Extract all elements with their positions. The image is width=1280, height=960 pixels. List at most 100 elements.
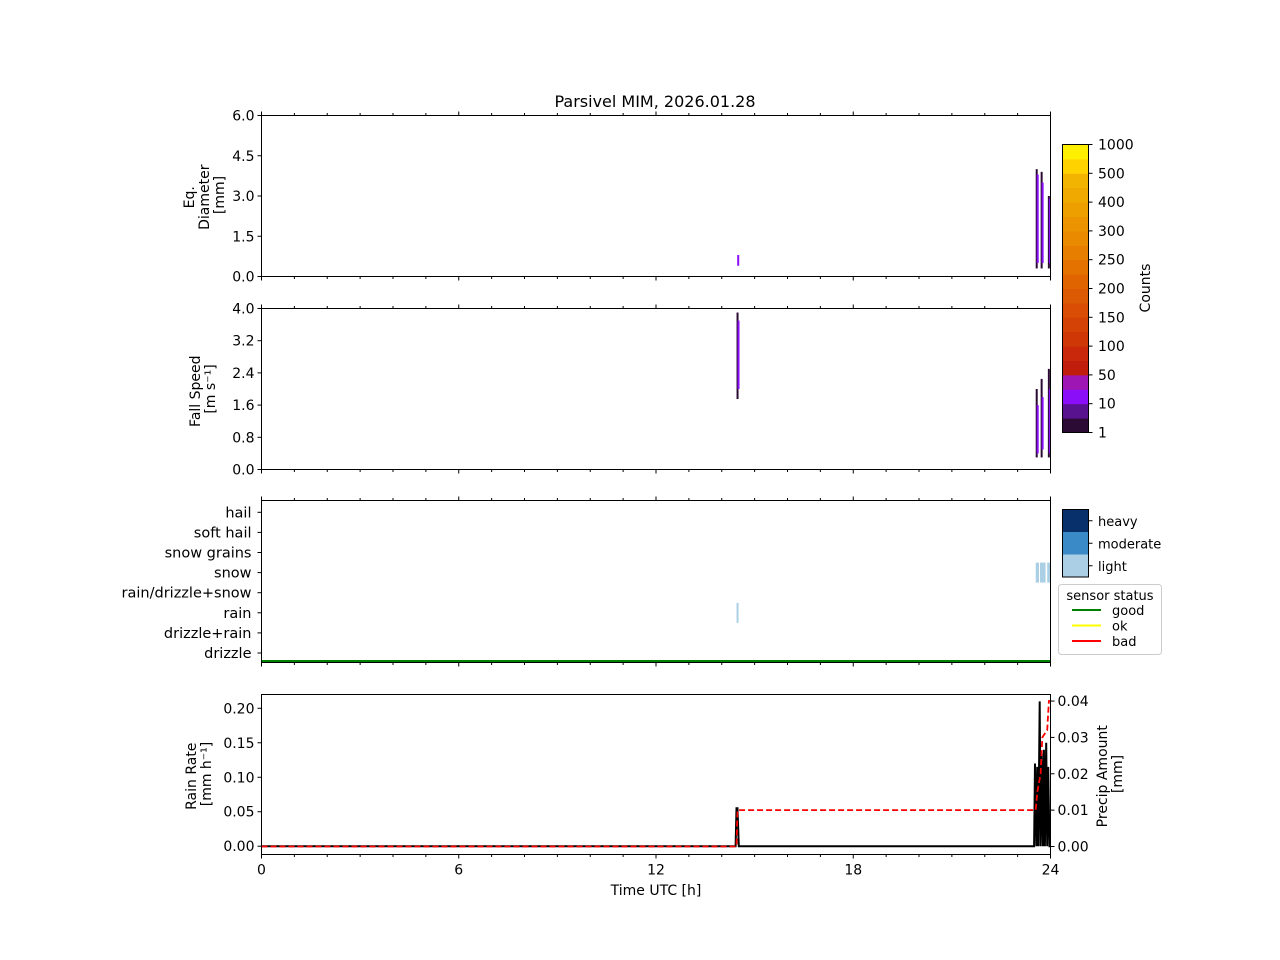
y-tick-label: 3.0 [232, 189, 254, 205]
diameter-ylabel-line2: Diameter [197, 164, 213, 230]
sensor-legend-label-bad: bad [1112, 635, 1136, 650]
colorbar-step [1062, 202, 1089, 217]
precip-amount-tick-label: 0.04 [1058, 694, 1089, 710]
rain-rate-line [261, 701, 1051, 848]
colorbar-step [1062, 389, 1089, 405]
rain-rate-tick-label: 0.15 [223, 736, 254, 752]
category-label-rain-drizzle-snow: rain/drizzle+snow [122, 586, 252, 602]
colorbar-step [1062, 173, 1089, 189]
colorbar-step [1062, 418, 1089, 433]
colorbar-step [1062, 274, 1089, 289]
colorbar-step [1062, 331, 1089, 347]
y-tick-label: 4.5 [232, 149, 254, 165]
y-tick-label: 2.4 [232, 366, 254, 382]
sensor-legend-label-good: good [1112, 604, 1144, 619]
fall-speed-frame [261, 308, 1051, 470]
colorbar-step [1062, 302, 1089, 318]
colorbar-tick-label: 400 [1098, 195, 1125, 211]
colorbar-step [1062, 187, 1089, 203]
intensity-label-light: light [1098, 560, 1127, 575]
heatmap-cell [1041, 397, 1044, 450]
colorbar-step [1062, 158, 1089, 174]
rain-frame [261, 694, 1051, 855]
diameter-ylabel-line3: [mm] [212, 176, 228, 214]
category-label-snow: snow [214, 566, 252, 582]
intensity-swatch-light [1062, 554, 1089, 577]
category-label-drizzle: drizzle [204, 646, 251, 662]
rain-rate-tick-label: 0.10 [223, 770, 254, 786]
colorbar-step [1062, 346, 1089, 361]
weather-event-snow [1035, 562, 1039, 583]
weather-event-snow [1039, 562, 1046, 583]
chart-title: Parsivel MIM, 2026.01.28 [554, 92, 755, 111]
y-tick-label: 1.6 [232, 398, 254, 414]
colorbar-tick-label: 1000 [1098, 138, 1134, 154]
heatmap-cell [737, 320, 740, 389]
colorbar-tick-label: 500 [1098, 166, 1125, 182]
weather-type-panel: drizzle drizzle+rain rain rain/drizzle+snow… [122, 496, 1051, 667]
intensity-legend-frame [1062, 509, 1089, 578]
colorbar-tick-label: 50 [1098, 368, 1116, 384]
intensity-label-moderate: moderate [1098, 537, 1161, 552]
fall-speed-ylabel-line2: [m s⁻¹] [203, 364, 219, 413]
precip-amount-tick-label: 0.02 [1058, 767, 1089, 783]
colorbar-step [1062, 259, 1089, 275]
rain-rate-tick-label: 0.00 [223, 839, 254, 855]
colorbar-step [1062, 374, 1089, 390]
colorbar-tick-label: 10 [1098, 397, 1116, 413]
precip-amount-tick-label: 0.01 [1058, 803, 1089, 819]
heatmap-cell [1041, 182, 1044, 264]
colorbar-tick-label: 100 [1098, 339, 1125, 355]
weather-event-rain [736, 602, 739, 623]
weather-event-snow [1047, 562, 1051, 583]
y-tick-label: 4.0 [232, 302, 254, 318]
category-label-snow-grains: snow grains [165, 546, 252, 562]
sensor-legend-label-ok: ok [1112, 620, 1128, 635]
y-tick-label: 0.0 [232, 270, 254, 286]
weather-type-frame [261, 500, 1051, 663]
colorbar-tick-label: 300 [1098, 224, 1125, 240]
rain-rate-tick-label: 0.05 [223, 805, 254, 821]
y-tick-label: 0.8 [232, 430, 254, 446]
intensity-label-heavy: heavy [1098, 515, 1138, 530]
colorbar-tick-label: 150 [1098, 310, 1125, 326]
colorbar-step [1062, 230, 1089, 246]
y-tick-label: 3.2 [232, 334, 254, 350]
colorbar-step [1062, 403, 1089, 419]
category-label-soft-hail: soft hail [194, 525, 252, 541]
diameter-ylabel: Eq. Diameter [mm] [182, 160, 228, 230]
colorbar-step [1062, 245, 1089, 261]
x-tick-label: 24 [1042, 863, 1060, 879]
precip-amount-line [261, 700, 1051, 848]
colorbar-tick-label: 250 [1098, 253, 1125, 269]
colorbar-tick-label: 1 [1098, 426, 1107, 442]
rain-rate-ylabel: Rain Rate [mm h⁻¹] [184, 738, 215, 810]
colorbar-step [1062, 216, 1089, 232]
diameter-frame [261, 115, 1051, 277]
category-label-rain: rain [223, 606, 251, 622]
heatmap-cell [1036, 405, 1039, 454]
category-label-drizzle-rain: drizzle+rain [164, 626, 252, 642]
rain-rate-ylabel-line1: Rain Rate [184, 743, 200, 810]
counts-colorbar: 1 10 50 100 150 200 250 300 400 500 1000 Counts [1062, 138, 1154, 442]
fall-speed-ylabel: Fall Speed [m s⁻¹] [188, 351, 219, 427]
diameter-ylabel-line1: Eq. [182, 186, 198, 208]
fall-speed-ylabel-line1: Fall Speed [188, 355, 204, 426]
x-tick-label: 0 [257, 863, 266, 879]
colorbar-label: Counts [1138, 264, 1154, 313]
diameter-panel: 0.0 1.5 3.0 4.5 6.0 Eq. Diameter [mm] [182, 109, 1051, 286]
fall-speed-panel: 0.0 0.8 1.6 2.4 3.2 4.0 Fall Speed [m s⁻¹] [188, 302, 1051, 479]
precip-amount-ylabel-line2: [mm] [1110, 755, 1126, 793]
heatmap-cell [737, 255, 740, 266]
precip-amount-ylabel-line1: Precip Amount [1095, 725, 1111, 828]
sensor-legend-title: sensor status [1066, 589, 1153, 604]
precip-amount-tick-label: 0.03 [1058, 730, 1089, 746]
y-tick-label: 1.5 [232, 229, 254, 245]
rain-panel: 0 6 12 18 24 0.00 0.05 0.10 0.15 0.20 0.00 0.01 0.… [184, 694, 1126, 899]
heatmap-cell [1048, 389, 1051, 454]
time-xlabel: Time UTC [h] [610, 883, 702, 899]
heatmap-cell [1036, 174, 1039, 264]
colorbar-step [1062, 360, 1089, 376]
x-tick-label: 12 [647, 863, 665, 879]
